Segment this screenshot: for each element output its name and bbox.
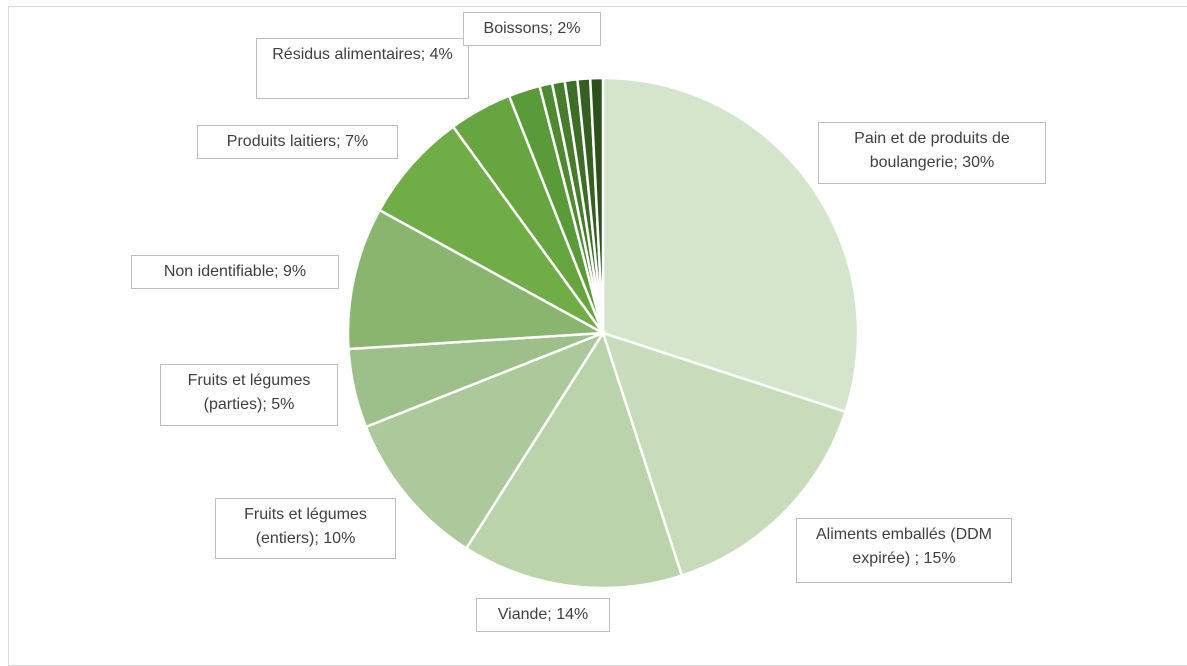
slice-label: Non identifiable; 9% bbox=[131, 255, 339, 289]
slice-label: Boissons; 2% bbox=[463, 12, 601, 46]
slice-label: Viande; 14% bbox=[476, 598, 610, 632]
slice-label: Résidus alimentaires; 4% bbox=[256, 38, 469, 99]
pie-slice bbox=[364, 330, 607, 551]
slice-label: Aliments emballés (DDM expirée) ; 15% bbox=[796, 518, 1012, 583]
slice-label: Pain et de produits de boulangerie; 30% bbox=[818, 122, 1046, 184]
slice-label: Produits laitiers; 7% bbox=[197, 125, 398, 159]
pie-slice bbox=[377, 124, 605, 335]
slice-label: Fruits et légumes (entiers); 10% bbox=[215, 498, 396, 559]
pie-slice bbox=[346, 208, 608, 351]
pie-slice bbox=[464, 330, 684, 590]
pie-slice bbox=[601, 331, 848, 578]
page: {"chart_data": {"type": "pie", "labels":… bbox=[8, 6, 1187, 666]
pie-slice bbox=[588, 76, 605, 334]
slice-label: Fruits et légumes (parties); 5% bbox=[160, 364, 338, 426]
chart bbox=[346, 76, 860, 590]
pie-slice bbox=[601, 76, 860, 414]
